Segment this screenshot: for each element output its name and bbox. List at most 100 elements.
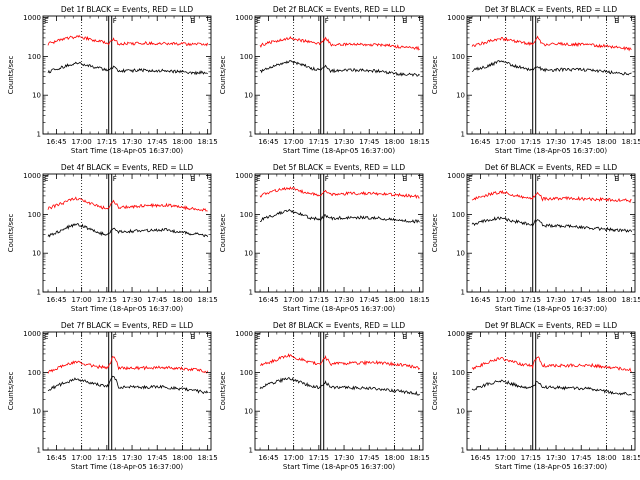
panel-title: Det 3f BLACK = Events, RED = LLD — [485, 5, 618, 14]
x-tick-label: 18:15 — [198, 138, 218, 146]
panel-title: Det 1f BLACK = Events, RED = LLD — [61, 5, 194, 14]
x-tick-label: 17:00 — [284, 296, 304, 304]
x-tick-label: 18:00 — [172, 138, 192, 146]
x-tick-label: 18:15 — [622, 454, 640, 462]
interval-marker-label: E — [468, 175, 472, 183]
x-tick-label: 17:45 — [359, 454, 379, 462]
x-tick-label: 17:15 — [309, 454, 329, 462]
lld-series-line — [259, 36, 420, 51]
x-tick-label: 18:15 — [198, 454, 218, 462]
lld-series-line — [471, 356, 632, 372]
x-tick-label: 18:15 — [410, 296, 430, 304]
interval-marker-label: E — [614, 17, 618, 25]
x-tick-label: 17:45 — [147, 296, 167, 304]
x-tick-label: 17:00 — [72, 138, 92, 146]
y-tick-label: 1 — [249, 131, 253, 139]
x-tick-label: 18:00 — [384, 454, 404, 462]
x-tick-label: 16:45 — [46, 138, 66, 146]
y-tick-label: 10 — [456, 92, 465, 100]
x-tick-label: 17:15 — [309, 296, 329, 304]
events-series-line — [259, 60, 420, 77]
y-axis-label: Counts/sec — [7, 214, 15, 253]
x-tick-label: 16:45 — [46, 454, 66, 462]
x-tick-label: 17:15 — [309, 138, 329, 146]
x-tick-label: 18:00 — [384, 296, 404, 304]
x-tick-label: 17:15 — [521, 296, 541, 304]
x-axis-label: Start Time (18-Apr-05 16:37:00) — [495, 463, 607, 471]
events-series-line — [471, 216, 632, 233]
x-tick-label: 17:30 — [546, 138, 566, 146]
y-tick-label: 100 — [452, 53, 465, 61]
x-tick-label: 18:15 — [410, 454, 430, 462]
panel-2: Det 2f BLACK = Events, RED = LLD Counts/s… — [219, 5, 430, 155]
panel-title: Det 2f BLACK = Events, RED = LLD — [273, 5, 406, 14]
panel-7: Det 7f BLACK = Events, RED = LLD Counts/s… — [7, 321, 218, 471]
y-tick-label: 1 — [461, 289, 465, 297]
x-tick-label: 17:45 — [571, 138, 591, 146]
y-tick-label: 100 — [240, 369, 253, 377]
y-tick-label: 1000 — [447, 330, 465, 338]
lld-series-line — [471, 189, 632, 204]
y-tick-label: 100 — [240, 53, 253, 61]
x-tick-label: 17:30 — [334, 296, 354, 304]
interval-marker-label: E — [190, 175, 194, 183]
interval-marker-label: E — [44, 17, 48, 25]
interval-marker-label: F — [113, 17, 117, 25]
x-tick-label: 17:30 — [122, 296, 142, 304]
y-tick-label: 10 — [32, 92, 41, 100]
x-tick-label: 17:00 — [496, 454, 516, 462]
panel-3: Det 3f BLACK = Events, RED = LLD Counts/s… — [431, 5, 640, 155]
panel-6: Det 6f BLACK = Events, RED = LLD Counts/s… — [431, 163, 640, 313]
y-tick-label: 100 — [452, 211, 465, 219]
y-tick-label: 1 — [249, 447, 253, 455]
y-tick-label: 1 — [461, 447, 465, 455]
x-tick-label: 18:00 — [172, 454, 192, 462]
interval-marker-label: E — [402, 17, 406, 25]
y-tick-label: 100 — [28, 53, 41, 61]
x-tick-label: 17:30 — [334, 454, 354, 462]
panel-title: Det 4f BLACK = Events, RED = LLD — [61, 163, 194, 172]
interval-marker-label: F — [113, 333, 117, 341]
x-tick-label: 16:45 — [470, 296, 490, 304]
plot-frame — [254, 15, 424, 135]
interval-marker-label: F — [537, 333, 541, 341]
lld-series-line — [259, 186, 420, 200]
x-tick-label: 17:15 — [97, 296, 117, 304]
y-tick-label: 1000 — [23, 172, 41, 180]
y-axis-label: Counts/sec — [219, 372, 227, 411]
panel-title: Det 6f BLACK = Events, RED = LLD — [485, 163, 618, 172]
interval-marker-label: F — [537, 17, 541, 25]
events-series-line — [260, 208, 420, 224]
plot-frame — [466, 331, 636, 451]
y-axis-label: Counts/sec — [7, 372, 15, 411]
x-tick-label: 17:30 — [546, 454, 566, 462]
y-axis-label: Counts/sec — [431, 372, 439, 411]
interval-marker-label: E — [190, 333, 194, 341]
events-series-line — [259, 377, 420, 396]
x-tick-label: 17:45 — [359, 138, 379, 146]
plot-frame — [42, 331, 212, 451]
x-tick-label: 17:15 — [97, 138, 117, 146]
x-tick-label: 17:00 — [72, 454, 92, 462]
y-tick-label: 10 — [456, 408, 465, 416]
y-tick-label: 1 — [37, 447, 41, 455]
events-series-line — [471, 379, 632, 396]
y-tick-label: 1000 — [235, 14, 253, 22]
x-tick-label: 18:15 — [198, 296, 218, 304]
panel-title: Det 7f BLACK = Events, RED = LLD — [61, 321, 194, 330]
x-tick-label: 17:30 — [122, 138, 142, 146]
interval-marker-label: E — [402, 333, 406, 341]
x-tick-label: 18:00 — [384, 138, 404, 146]
y-tick-label: 100 — [452, 369, 465, 377]
interval-marker-label: F — [113, 175, 117, 183]
x-tick-label: 16:45 — [258, 296, 278, 304]
y-tick-label: 1000 — [23, 14, 41, 22]
events-series-line — [471, 60, 632, 76]
x-tick-label: 17:00 — [284, 454, 304, 462]
x-tick-label: 18:15 — [622, 296, 640, 304]
interval-marker-label: F — [537, 175, 541, 183]
panel-title: Det 9f BLACK = Events, RED = LLD — [485, 321, 618, 330]
y-tick-label: 1000 — [447, 172, 465, 180]
lld-series-line — [259, 353, 420, 371]
x-tick-label: 17:15 — [97, 454, 117, 462]
